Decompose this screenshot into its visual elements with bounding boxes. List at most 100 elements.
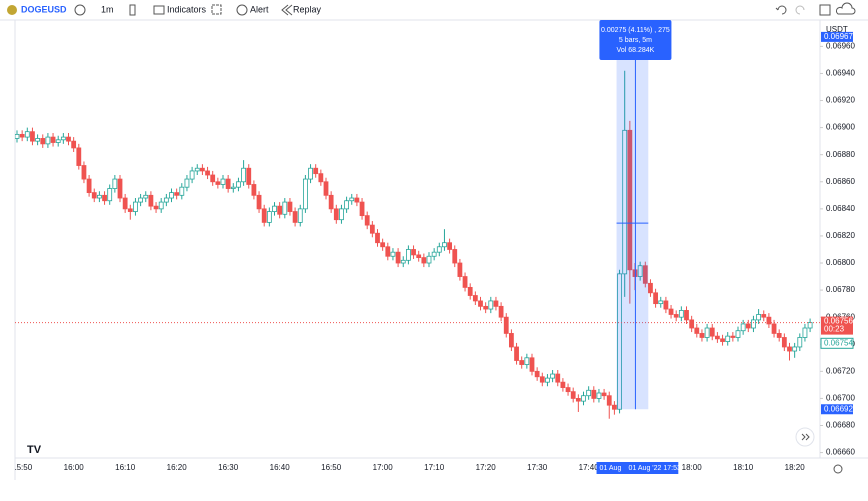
- settings[interactable]: [833, 464, 843, 474]
- candle-body: [15, 133, 20, 139]
- candle-body: [117, 178, 123, 199]
- candle-body: [169, 192, 174, 199]
- candle-body: [771, 323, 777, 334]
- candle-body: [715, 335, 720, 340]
- indicators-icon[interactable]: [153, 5, 165, 15]
- candle-body: [76, 147, 82, 166]
- candle-body: [555, 373, 561, 383]
- candle-body: [761, 314, 767, 318]
- candle-body: [756, 314, 761, 321]
- x-tick-label: 17:10: [424, 463, 445, 472]
- candle-body: [627, 129, 633, 271]
- candle-body: [333, 208, 339, 221]
- replay[interactable]: Replay: [293, 4, 322, 14]
- cloud[interactable]: [835, 2, 856, 15]
- candle-body: [447, 242, 453, 250]
- candle-body: [735, 330, 741, 338]
- bid-label: 0.06754: [824, 338, 853, 347]
- candle-body: [508, 333, 514, 348]
- candle-body: [236, 181, 241, 188]
- candle-body: [199, 167, 205, 172]
- candle-body: [478, 300, 483, 307]
- y-tick-label: 0.06940: [826, 69, 855, 78]
- add-symbol[interactable]: [74, 4, 86, 16]
- candle-body: [488, 300, 494, 310]
- measure-bottom-label: 0.06692: [824, 404, 853, 413]
- candle-body: [354, 197, 360, 203]
- x-tick-label: 17:40: [579, 463, 600, 472]
- y-tick-label: 0.06660: [826, 448, 855, 457]
- candle-body: [617, 273, 622, 410]
- x-tick-label: 16:00: [64, 463, 85, 472]
- replay-icon[interactable]: [281, 4, 293, 16]
- candle-body: [694, 327, 700, 334]
- candle-body: [720, 338, 725, 342]
- candle-body: [143, 194, 149, 199]
- x-tick-label: 16:50: [321, 463, 342, 472]
- last-price-tag: [821, 316, 853, 335]
- logo[interactable]: TV: [27, 444, 42, 456]
- measure-bottom-tag: [821, 404, 853, 415]
- candle-body: [400, 259, 406, 264]
- candle-body: [86, 178, 92, 194]
- x-tick-label: 18:00: [682, 463, 703, 472]
- y-tick-label: 0.06680: [826, 421, 855, 430]
- candle-body: [71, 140, 77, 149]
- undo[interactable]: [775, 5, 787, 15]
- candle-body: [153, 205, 159, 210]
- x-tick-label: 18:10: [733, 463, 754, 472]
- y-tick-label: 0.06920: [826, 96, 855, 105]
- candle-body: [339, 208, 344, 221]
- candle-body: [462, 276, 468, 288]
- interval[interactable]: 1m: [101, 4, 114, 14]
- candle-body: [684, 310, 689, 321]
- candle-body: [349, 197, 355, 202]
- candle-body: [225, 178, 231, 189]
- candle-body: [493, 300, 499, 307]
- candle-body: [194, 167, 200, 172]
- candle-body: [550, 373, 555, 379]
- templates[interactable]: [211, 4, 222, 15]
- candle-body: [395, 251, 401, 264]
- candle-body: [328, 194, 334, 210]
- candle-body: [457, 262, 463, 277]
- alert[interactable]: Alert: [250, 4, 269, 14]
- candle-body: [426, 255, 432, 264]
- candle-body: [50, 136, 56, 143]
- currency[interactable]: USDT: [826, 25, 848, 34]
- y-tick-label: 0.06860: [826, 177, 855, 186]
- candle-body: [751, 319, 756, 329]
- chart-type[interactable]: [129, 4, 136, 16]
- y-tick-label: 0.06900: [826, 123, 855, 132]
- candle-body: [66, 136, 71, 142]
- candle-body: [364, 215, 370, 226]
- candle-body: [405, 249, 411, 261]
- candle-body: [40, 138, 46, 145]
- candle-body: [503, 316, 509, 334]
- candle-body: [60, 136, 66, 141]
- candle-body: [45, 136, 51, 145]
- y-tick-label: 0.06800: [826, 258, 855, 267]
- candle-body: [781, 337, 787, 348]
- candle-body: [184, 178, 190, 188]
- candle-body: [483, 305, 489, 310]
- candle-body: [472, 295, 478, 302]
- symbol[interactable]: DOGEUSD: [21, 4, 67, 14]
- indicators[interactable]: Indicators: [167, 4, 207, 14]
- symbol-icon[interactable]: [7, 5, 17, 15]
- measure-top-tag: [821, 31, 853, 42]
- candle-body: [102, 194, 107, 202]
- candle-body: [704, 327, 710, 338]
- candle-body: [179, 186, 185, 196]
- fullscreen[interactable]: [819, 4, 831, 16]
- redo[interactable]: [795, 5, 805, 15]
- candle-body: [524, 357, 530, 365]
- alert-icon[interactable]: [236, 4, 248, 16]
- candle-body: [174, 192, 180, 196]
- candle-body: [189, 170, 195, 180]
- candle-body: [560, 381, 566, 388]
- candle-body: [792, 346, 798, 352]
- candle-body: [745, 323, 751, 329]
- x-tick-label: 17:20: [476, 463, 497, 472]
- candle-body: [442, 242, 447, 248]
